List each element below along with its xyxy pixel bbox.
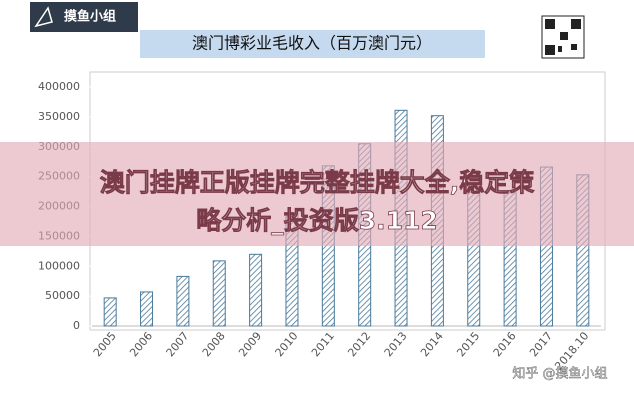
- bar: [212, 260, 226, 327]
- bar: [176, 275, 190, 327]
- bar: [140, 291, 154, 327]
- y-tick-label: 50000: [45, 289, 80, 302]
- chart-title: 澳门博彩业毛收入（百万澳门元）: [192, 34, 432, 53]
- bar: [249, 253, 263, 327]
- banner-band: [0, 142, 634, 246]
- logo-icon: [34, 6, 53, 28]
- banner-line: 略分析_投资版3.112: [196, 206, 438, 235]
- watermark: 知乎 @摸鱼小组: [512, 366, 607, 382]
- bar: [103, 297, 117, 327]
- banner-line: 澳门挂牌正版挂牌完整挂牌大全,稳定策: [100, 168, 535, 197]
- qr-code: [541, 15, 585, 59]
- y-tick-label: 350000: [38, 110, 80, 123]
- y-tick-label: 400000: [38, 80, 80, 93]
- y-tick-label: 0: [73, 319, 80, 332]
- y-tick-label: 100000: [38, 259, 80, 272]
- title-box: [140, 30, 485, 58]
- logo-text: 摸鱼小组: [64, 9, 116, 25]
